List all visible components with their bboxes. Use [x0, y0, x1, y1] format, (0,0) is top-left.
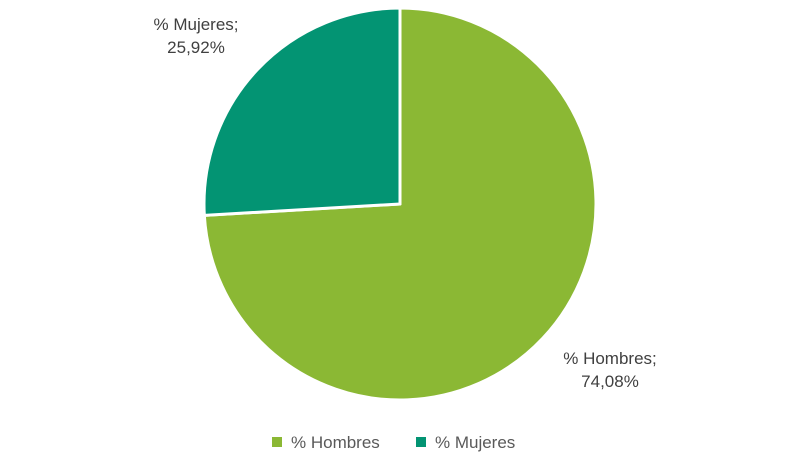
legend-swatch-hombres	[272, 437, 282, 447]
data-label-hombres-value: 74,08%	[581, 372, 639, 391]
legend-swatch-mujeres	[416, 437, 426, 447]
data-label-hombres-name: % Hombres;	[563, 349, 657, 368]
data-label-mujeres-name: % Mujeres;	[153, 15, 238, 34]
legend-label-mujeres: % Mujeres	[435, 433, 515, 452]
pie-slice-mujeres	[202, 6, 402, 217]
data-label-mujeres-value: 25,92%	[167, 38, 225, 57]
legend-label-hombres: % Hombres	[291, 433, 380, 452]
